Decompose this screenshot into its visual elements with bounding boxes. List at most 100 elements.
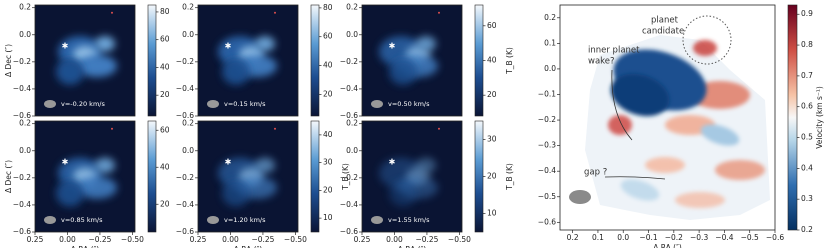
- red-region: [715, 160, 765, 180]
- axes-frame: [197, 120, 299, 233]
- y-tick-label: −0.2: [13, 173, 31, 182]
- colorbar-tick-label: 10: [323, 213, 333, 222]
- colorbar-tick-label: 0.3: [801, 194, 813, 203]
- y-tick-label: 0.2: [19, 3, 31, 12]
- annotation: planet: [651, 16, 679, 26]
- emission-blob: [255, 157, 275, 174]
- arrow: [604, 176, 666, 180]
- x-tick-label: −0.6: [766, 233, 784, 242]
- annotation: gap ?: [584, 168, 607, 178]
- colorbar-tick-label: 0.4: [801, 163, 813, 172]
- x-axis-label: Δ RA (″): [71, 245, 100, 248]
- x-tick-label: 0.25: [190, 235, 207, 244]
- colorbar: [474, 120, 484, 233]
- colorbar: [310, 120, 320, 233]
- colorbar-tick-label: 40: [323, 61, 333, 70]
- emission-map: ✱: [198, 5, 298, 116]
- colorbar-tick-label: 20: [487, 90, 497, 99]
- star-marker: ✱: [389, 42, 396, 51]
- y-tick-label: −0.4: [13, 84, 31, 93]
- colorbar-tick-label: 40: [160, 62, 170, 71]
- colorbar-tick-label: 0.8: [801, 40, 813, 49]
- velocity-label: v=-0.20 km/s: [61, 100, 105, 108]
- colorbar-tick-label: 20: [160, 199, 170, 208]
- red-region: [608, 115, 632, 135]
- colorbar-tick-label: 0.9: [801, 9, 813, 18]
- x-tick-label: 0.1: [592, 233, 604, 242]
- arrow: [611, 69, 633, 141]
- red-region: [645, 157, 685, 173]
- annotation: candidate: [642, 27, 684, 37]
- y-tick-label: 0.0: [182, 146, 194, 155]
- planet-circle: [682, 15, 732, 65]
- colorbar-tick-label: 20: [487, 172, 497, 181]
- y-tick-label: 0.2: [346, 3, 358, 12]
- y-tick-label: −0.6: [538, 217, 556, 226]
- axes-frame: [361, 120, 463, 233]
- y-tick-label: 0.2: [544, 13, 556, 22]
- x-tick-label: −0.5: [741, 233, 759, 242]
- axes-frame: [361, 4, 463, 117]
- planet-marker: [111, 11, 113, 14]
- beam: [371, 100, 383, 108]
- x-axis-label: Δ RA (″): [398, 245, 427, 248]
- y-tick-label: −0.6: [176, 111, 194, 120]
- emission-blob: [416, 36, 436, 52]
- emission-map: ✱: [362, 121, 462, 232]
- y-tick-label: 0.0: [346, 30, 358, 39]
- y-tick-label: 0.0: [346, 146, 358, 155]
- y-tick-label: −0.4: [13, 200, 31, 209]
- y-tick-label: −0.6: [13, 227, 31, 236]
- beam: [371, 216, 383, 224]
- y-tick-label: −0.2: [176, 57, 194, 66]
- y-tick-label: −0.2: [340, 173, 358, 182]
- colorbar-label: Velocity (km s⁻¹): [815, 86, 824, 149]
- velocity-label: v=0.15 km/s: [224, 100, 266, 108]
- x-tick-label: −0.3: [690, 233, 708, 242]
- y-tick-label: −0.4: [176, 200, 194, 209]
- x-tick-label: −0.50: [284, 235, 307, 244]
- beam: [207, 216, 219, 224]
- colorbar-tick-label: 30: [323, 158, 333, 167]
- star-marker: ✱: [225, 158, 232, 167]
- colorbar-tick-label: 10: [487, 209, 497, 218]
- star-marker: ✱: [62, 158, 69, 167]
- star-marker: ✱: [389, 158, 396, 167]
- x-tick-label: 0.2: [567, 233, 579, 242]
- y-tick-label: −0.2: [538, 115, 556, 124]
- colorbar: [787, 4, 798, 231]
- red-region: [675, 192, 725, 208]
- y-tick-label: −0.3: [538, 141, 556, 150]
- y-tick-label: −0.4: [340, 84, 358, 93]
- emission-map: ✱: [35, 5, 135, 116]
- y-tick-label: −0.2: [340, 57, 358, 66]
- colorbar-tick-label: 0.5: [801, 133, 813, 142]
- beam: [569, 190, 591, 204]
- colorbar: [310, 4, 320, 117]
- x-tick-label: 0.00: [386, 235, 403, 244]
- annotation: inner planet: [588, 46, 640, 56]
- x-tick-label: 0.0: [617, 233, 629, 242]
- x-axis-label: Δ RA (″): [653, 243, 682, 248]
- colorbar-tick-label: 0.6: [801, 102, 813, 111]
- emission-blob: [95, 157, 115, 174]
- y-tick-label: −0.6: [340, 111, 358, 120]
- velocity-label: v=1.55 km/s: [388, 216, 430, 224]
- x-tick-label: −0.50: [448, 235, 471, 244]
- velocity-label: v=0.50 km/s: [388, 100, 430, 108]
- y-tick-label: −0.5: [538, 192, 556, 201]
- x-axis-label: Δ RA (″): [234, 245, 263, 248]
- y-axis-label: Δ Dec (″): [4, 44, 13, 77]
- beam: [44, 100, 56, 108]
- beam: [207, 100, 219, 108]
- colorbar-tick-label: 20: [323, 89, 333, 98]
- colorbar-tick-label: 40: [487, 56, 497, 65]
- star-marker: ✱: [62, 42, 69, 51]
- planet-marker: [111, 127, 113, 130]
- colorbar-tick-label: 80: [323, 3, 333, 12]
- y-tick-label: 0.2: [182, 3, 194, 12]
- axes-frame: [34, 4, 136, 117]
- y-tick-label: −0.2: [176, 173, 194, 182]
- colorbar-label: T_B (K): [341, 163, 350, 191]
